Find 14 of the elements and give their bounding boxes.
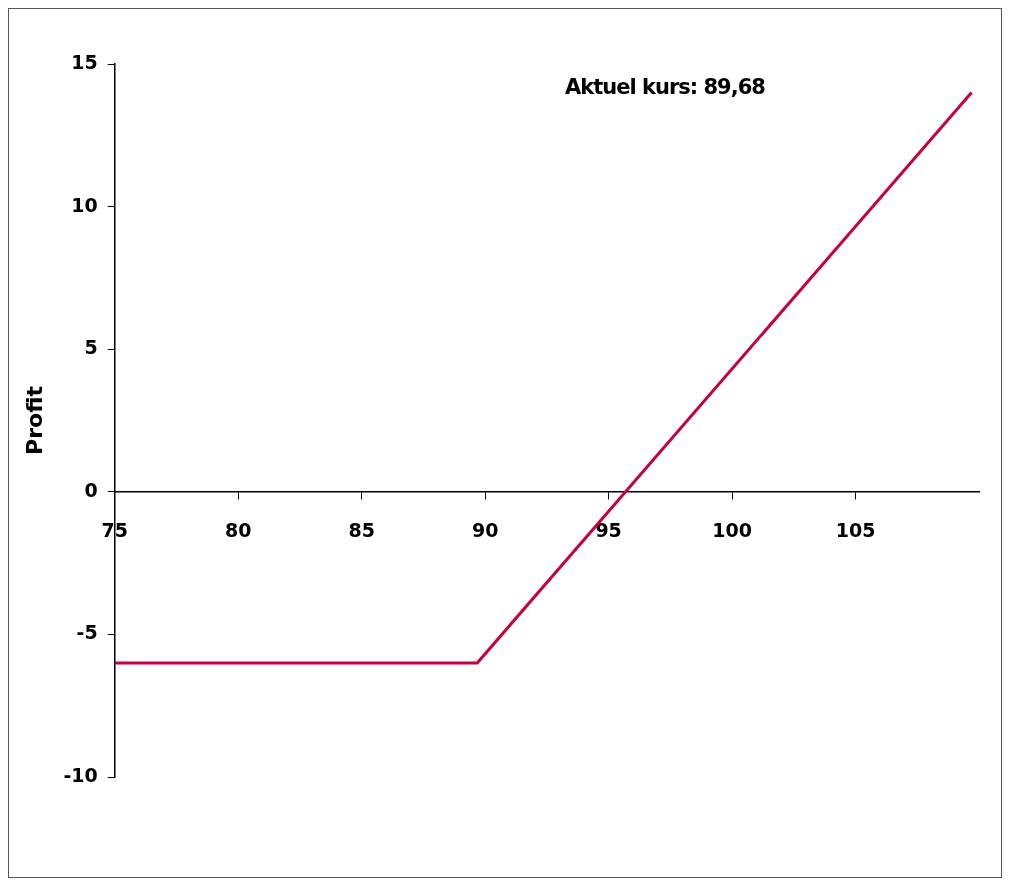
x-tick-label: 85 [348, 519, 375, 542]
y-tick-label: -10 [63, 763, 98, 786]
x-tick-label: 90 [471, 519, 499, 542]
y-tick-label: 10 [71, 193, 98, 216]
annotation: Aktuel kurs: 89,68 [565, 75, 765, 99]
y-axis-title: Profit [21, 385, 47, 455]
y-tick-label: 0 [84, 478, 98, 501]
y-tick-label: 5 [84, 336, 98, 359]
x-tick-label: 80 [224, 519, 252, 542]
x-tick-label: 105 [835, 519, 876, 542]
x-tick-label: 95 [595, 519, 622, 542]
y-tick-label: -5 [76, 621, 98, 644]
y-tick-label: 15 [71, 50, 98, 73]
x-tick-label: 100 [712, 519, 752, 542]
